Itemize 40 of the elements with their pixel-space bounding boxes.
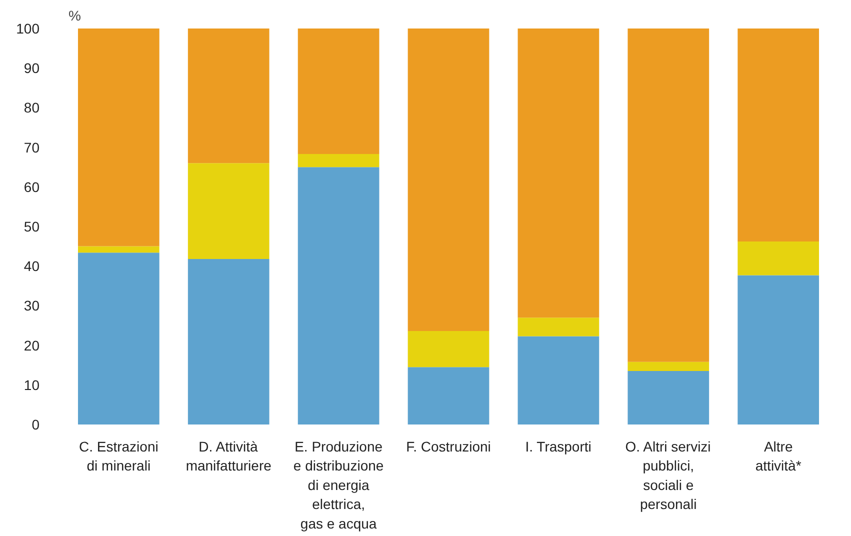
- x-tick-label: E. Produzione e distribuzione di energia elettrica, gas e acqua: [293, 438, 384, 532]
- bar: [298, 28, 380, 154]
- bar: [628, 362, 710, 372]
- y-tick-label: 0: [32, 416, 40, 432]
- x-tick-label: I. Trasporti: [525, 438, 592, 454]
- bar: [298, 167, 380, 424]
- x-tick-label: F. Costruzioni: [406, 438, 491, 454]
- bar: [738, 275, 820, 424]
- y-tick-label: 40: [24, 258, 40, 274]
- bar: [518, 318, 600, 336]
- bar: [188, 28, 270, 164]
- bar: [408, 28, 490, 332]
- y-tick-label: 90: [24, 60, 40, 76]
- bar: [628, 28, 710, 362]
- x-tick-label: D. Attività manifatturiere: [186, 438, 272, 474]
- y-tick-label: 30: [24, 298, 40, 314]
- bar: [408, 331, 490, 368]
- bar: [408, 367, 490, 424]
- bar: [298, 154, 380, 168]
- y-tick-label: 70: [24, 139, 40, 156]
- bar: [518, 336, 600, 424]
- bar: [188, 163, 270, 259]
- y-tick-label: 80: [24, 100, 40, 116]
- x-tick-label: Altre attività*: [755, 438, 802, 474]
- bar: [78, 246, 160, 253]
- bar: [738, 242, 820, 276]
- x-tick-label: O. Altri servizi pubblici, sociali e personali: [625, 438, 711, 512]
- y-tick-label: 50: [24, 218, 40, 234]
- bar: [738, 28, 820, 242]
- y-tick-label: 60: [24, 178, 40, 195]
- y-axis-title: %: [68, 8, 81, 24]
- x-tick-label: C. Estrazioni di minerali: [78, 438, 158, 474]
- y-tick-label: 20: [24, 337, 40, 354]
- bar: [188, 258, 270, 424]
- bar: [78, 28, 160, 246]
- bar: [628, 371, 710, 424]
- y-tick-label: 10: [24, 376, 40, 393]
- bar: [78, 252, 160, 424]
- y-tick-label: 100: [16, 20, 40, 36]
- bar: [518, 28, 600, 318]
